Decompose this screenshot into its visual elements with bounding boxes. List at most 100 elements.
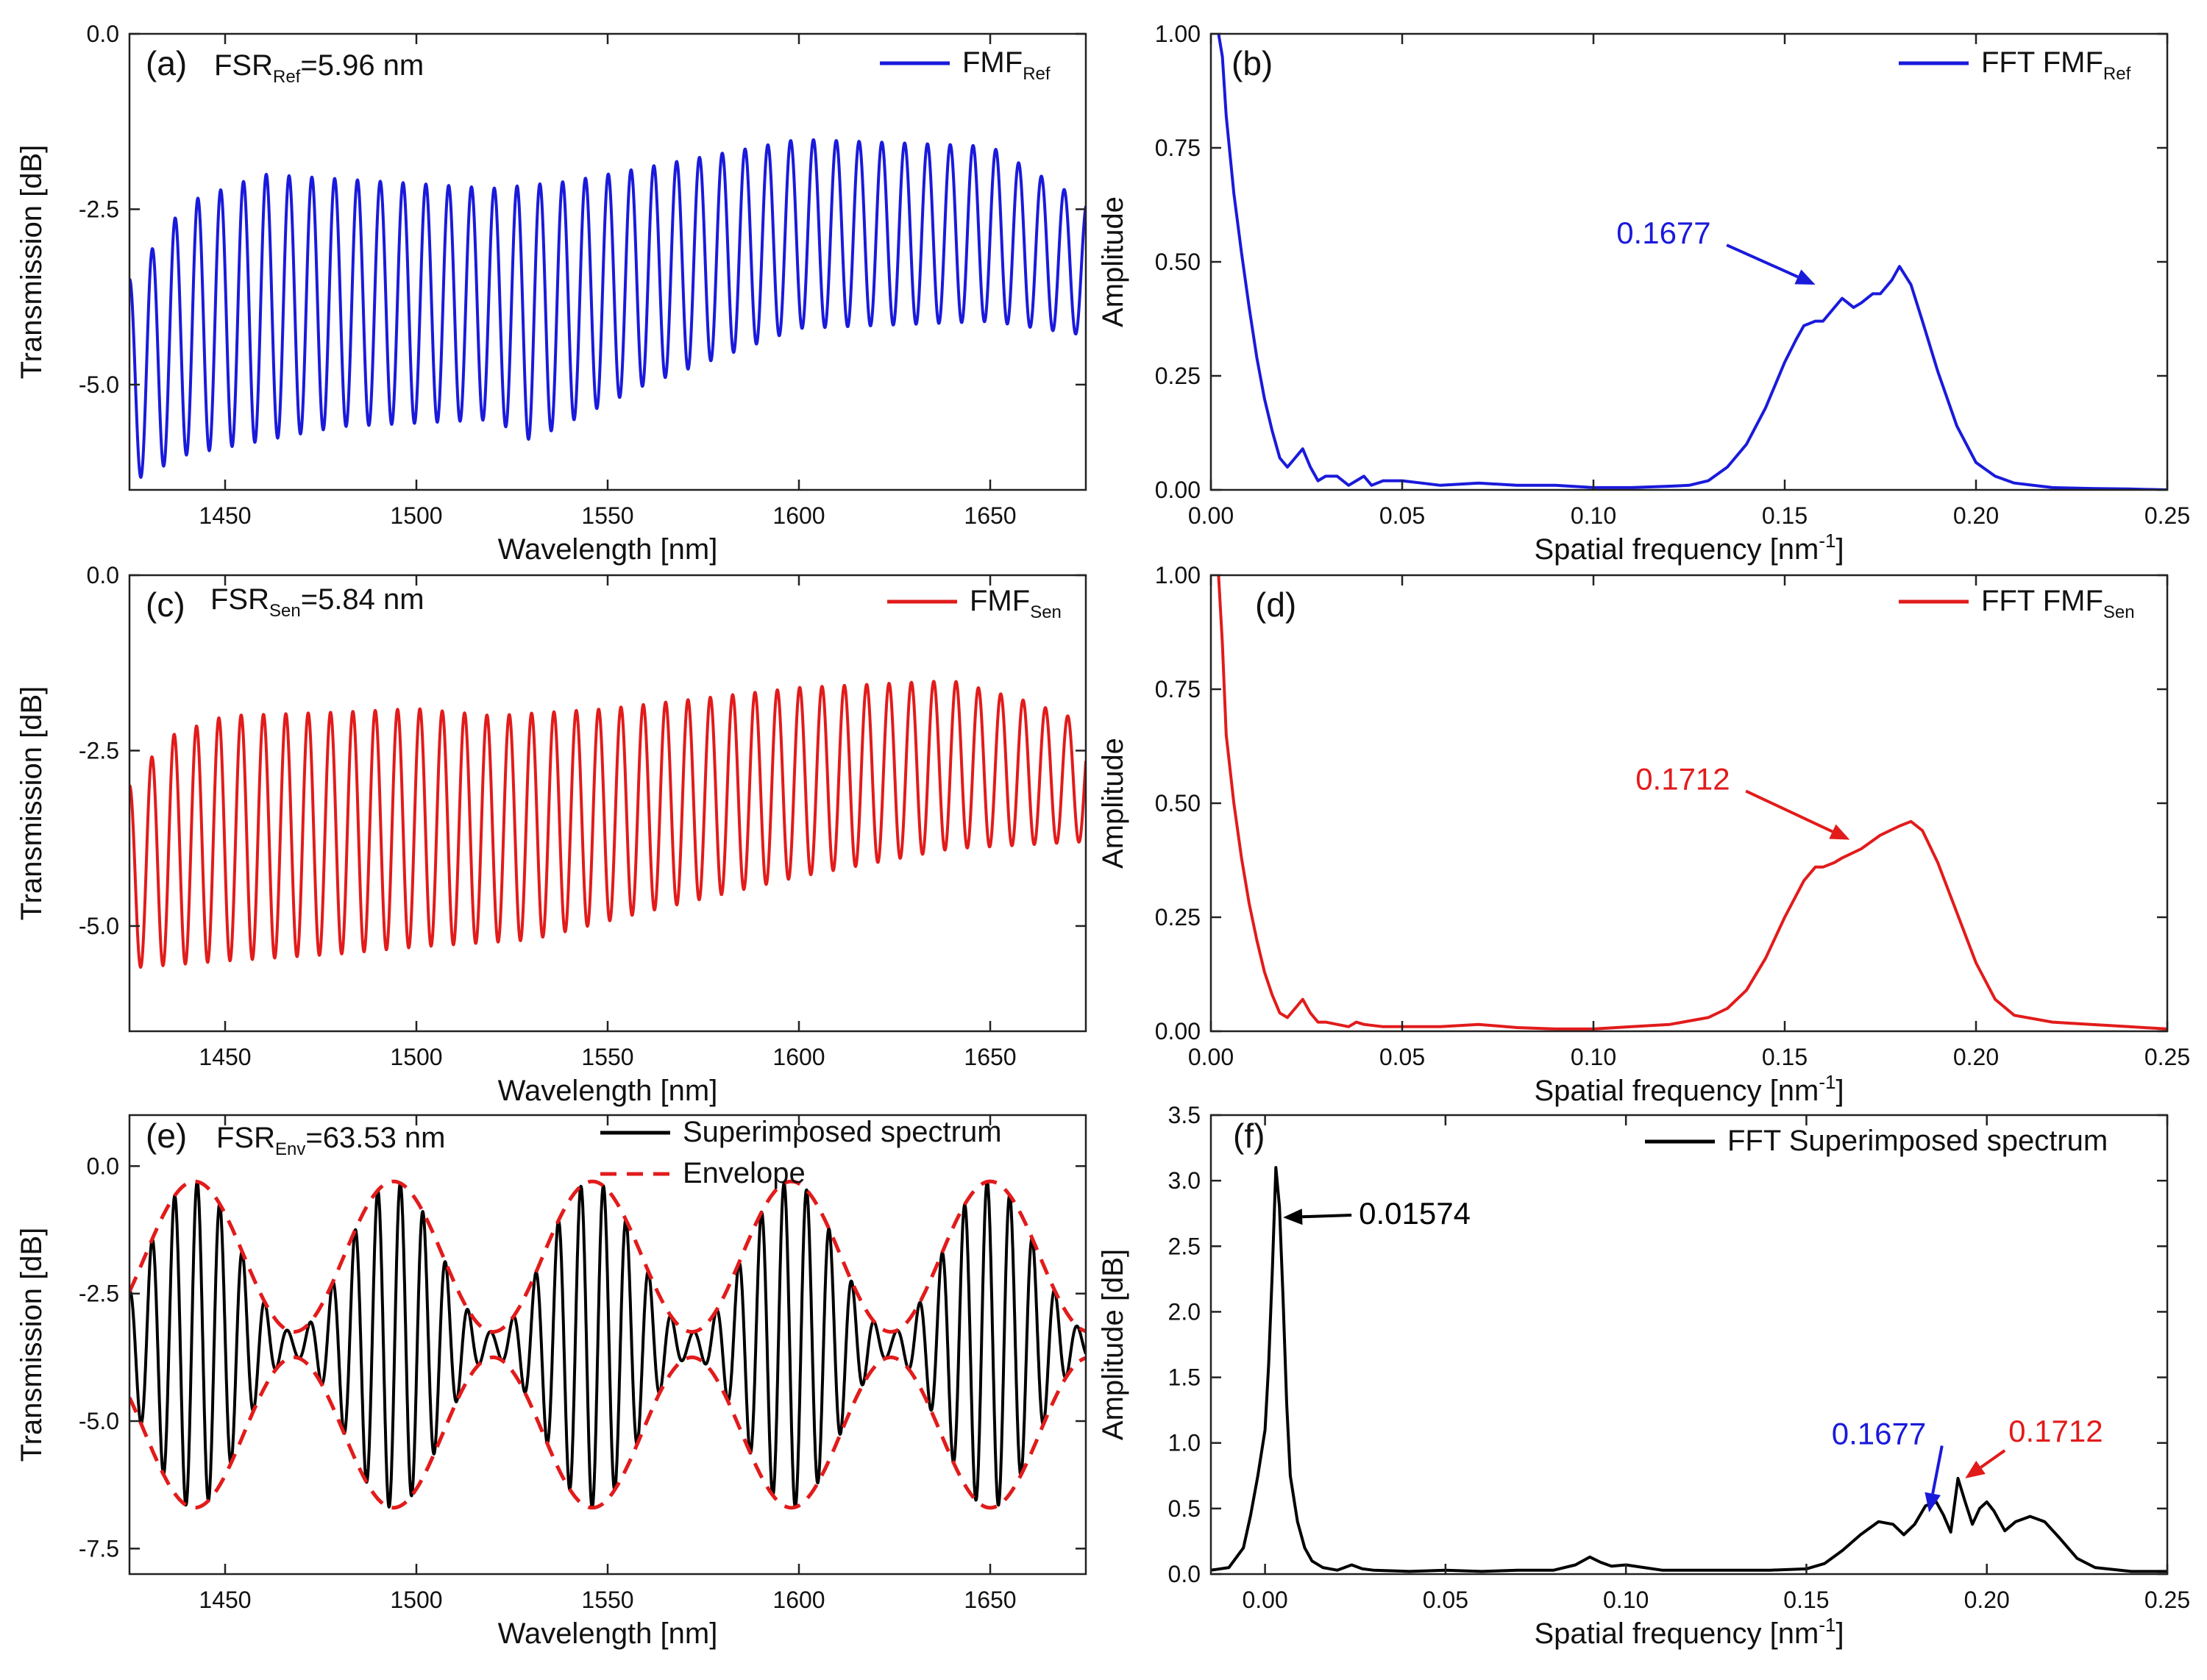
- y-axis-label: Amplitude: [1097, 196, 1129, 327]
- y-tick-label: 0.0: [87, 562, 119, 588]
- y-tick-label: 0.00: [1155, 1018, 1201, 1044]
- fsr-label: FSRRef=5.96 nm: [214, 49, 424, 87]
- y-tick-label: -2.5: [79, 1281, 119, 1307]
- x-tick-label: 1600: [772, 502, 825, 529]
- y-axis-label: Transmission [dB]: [15, 686, 48, 921]
- annotation-arrow-head: [1925, 1492, 1941, 1513]
- series-line-0: [129, 680, 1086, 969]
- legend-label-subscript: Ref: [1023, 64, 1051, 84]
- x-tick-label: 0.25: [2144, 1044, 2190, 1070]
- legend-label: FFT FMFRef: [1981, 46, 2131, 84]
- x-tick-label: 1650: [964, 502, 1016, 529]
- y-axis-label: Amplitude: [1097, 738, 1129, 869]
- x-tick-label: 0.20: [1953, 1044, 1999, 1070]
- series-line-0: [1211, 1166, 2167, 1573]
- x-tick-label: 0.25: [2144, 502, 2190, 529]
- y-tick-label: 1.0: [1168, 1430, 1201, 1456]
- y-tick-label: -5.0: [79, 913, 119, 939]
- annotation-label: 0.1712: [1635, 761, 1730, 796]
- x-tick-label: 1600: [772, 1044, 825, 1070]
- x-tick-label: 1650: [964, 1044, 1016, 1070]
- x-axis-label-end: ]: [1835, 533, 1844, 566]
- legend-label-subscript: Ref: [2103, 64, 2131, 84]
- y-tick-label: -5.0: [79, 1408, 119, 1434]
- legend-label: FMFRef: [962, 46, 1051, 84]
- panel-f: 0.00 0.05 0.10 0.15 0.20 0.25 0.0 0.5 1.0 1.5 2.0 2…: [1097, 1102, 2190, 1650]
- annotation-label: 0.01574: [1359, 1196, 1471, 1231]
- x-axis-label: Spatial frequency [nm-1]: [1534, 530, 1844, 566]
- annotation-arrow-line: [1302, 1213, 1352, 1219]
- x-axis-label-superscript: -1: [1819, 1614, 1835, 1636]
- y-tick-label: 1.00: [1155, 21, 1201, 47]
- x-tick-label: 0.00: [1188, 1044, 1234, 1070]
- x-tick-label: 0.00: [1188, 502, 1234, 529]
- y-tick-label: -7.5: [79, 1535, 119, 1562]
- annotation-arrow-head: [1794, 269, 1816, 285]
- y-tick-label: 1.00: [1155, 562, 1201, 588]
- y-axis-label: Transmission [dB]: [15, 145, 48, 380]
- panel-b: 0.00 0.05 0.10 0.15 0.20 0.25 0.00 0.25 0.50 0.75…: [1097, 21, 2190, 566]
- x-tick-label: 0.00: [1242, 1587, 1287, 1613]
- panel-label: (d): [1255, 585, 1296, 624]
- fsr-value: =5.84 nm: [301, 583, 424, 616]
- fsr-value: =5.96 nm: [300, 49, 424, 82]
- x-axis-label: Wavelength [nm]: [498, 1075, 718, 1107]
- y-tick-label: 0.50: [1155, 790, 1201, 816]
- y-tick-label: 0.00: [1155, 477, 1201, 503]
- annotation-label: 0.1677: [1616, 216, 1710, 250]
- x-axis-label-superscript: -1: [1819, 1071, 1835, 1093]
- legend-label: FMFSen: [970, 585, 1062, 622]
- x-tick-label: 0.15: [1783, 1587, 1829, 1613]
- fsr-subscript: Env: [275, 1139, 305, 1159]
- y-tick-label: 2.0: [1168, 1298, 1201, 1325]
- x-tick-label: 1500: [390, 502, 442, 529]
- annotation-arrow-head: [1283, 1209, 1303, 1225]
- fsr-value: =63.53 nm: [305, 1122, 445, 1154]
- y-tick-label: 0.25: [1155, 363, 1201, 389]
- panel-label: (a): [146, 44, 187, 82]
- x-tick-label: 1450: [199, 1587, 251, 1613]
- legend-label: FFT Superimposed spectrum: [1727, 1125, 2108, 1157]
- y-tick-label: -2.5: [79, 196, 119, 222]
- y-tick-label: 0.50: [1155, 249, 1201, 275]
- x-axis-label: Spatial frequency [nm-1]: [1534, 1614, 1844, 1650]
- legend-label: Envelope: [683, 1157, 806, 1189]
- x-axis-label-end: ]: [1835, 1617, 1844, 1650]
- panel-label: (b): [1232, 44, 1273, 82]
- y-tick-label: 3.5: [1168, 1102, 1201, 1128]
- annotation-arrow-line: [1726, 243, 1799, 279]
- x-axis-label: Wavelength [nm]: [498, 533, 718, 566]
- fsr-label: FSRSen=5.84 nm: [210, 583, 424, 621]
- fsr-subscript: Ref: [273, 67, 301, 87]
- panel-d: 0.00 0.05 0.10 0.15 0.20 0.25 0.00 0.25 0.50 0.75…: [1097, 562, 2190, 1107]
- panel-label: (c): [146, 585, 185, 624]
- annotation-arrow-line: [1980, 1449, 2006, 1469]
- y-tick-label: 3.0: [1168, 1167, 1201, 1194]
- x-tick-label: 0.05: [1423, 1587, 1468, 1613]
- x-tick-label: 0.25: [2144, 1587, 2190, 1613]
- annotation-arrow-head: [1965, 1460, 1986, 1478]
- fsr-label: FSREnv=63.53 nm: [216, 1122, 446, 1159]
- legend-label-subscript: Sen: [2103, 602, 2135, 622]
- series-line-0: [1217, 34, 2167, 490]
- x-tick-label: 0.10: [1571, 1044, 1616, 1070]
- plot-frame: [1209, 1114, 2169, 1576]
- annotation-arrow-head: [1829, 824, 1850, 840]
- y-tick-label: 0.75: [1155, 135, 1201, 161]
- panel-c: 1450 1500 1550 1600 1650 0.0 -2.5 -5.0 Wavelengt…: [15, 562, 1087, 1107]
- x-tick-label: 0.05: [1379, 1044, 1425, 1070]
- y-tick-label: -5.0: [79, 371, 119, 398]
- x-axis-label: Wavelength [nm]: [498, 1617, 718, 1650]
- envelope-lower-line: [129, 1355, 1086, 1510]
- panel-label: (f): [1233, 1117, 1265, 1155]
- legend-label: FFT FMFSen: [1981, 585, 2135, 622]
- y-tick-label: 0.0: [87, 1153, 119, 1179]
- x-tick-label: 1550: [581, 502, 633, 529]
- x-tick-label: 1450: [199, 502, 251, 529]
- x-axis-label-superscript: -1: [1819, 530, 1835, 552]
- series-line-0: [1217, 575, 2167, 1031]
- y-axis-label: Amplitude [dB]: [1097, 1249, 1129, 1440]
- y-tick-label: 0.75: [1155, 676, 1201, 702]
- y-tick-label: 1.5: [1168, 1364, 1201, 1391]
